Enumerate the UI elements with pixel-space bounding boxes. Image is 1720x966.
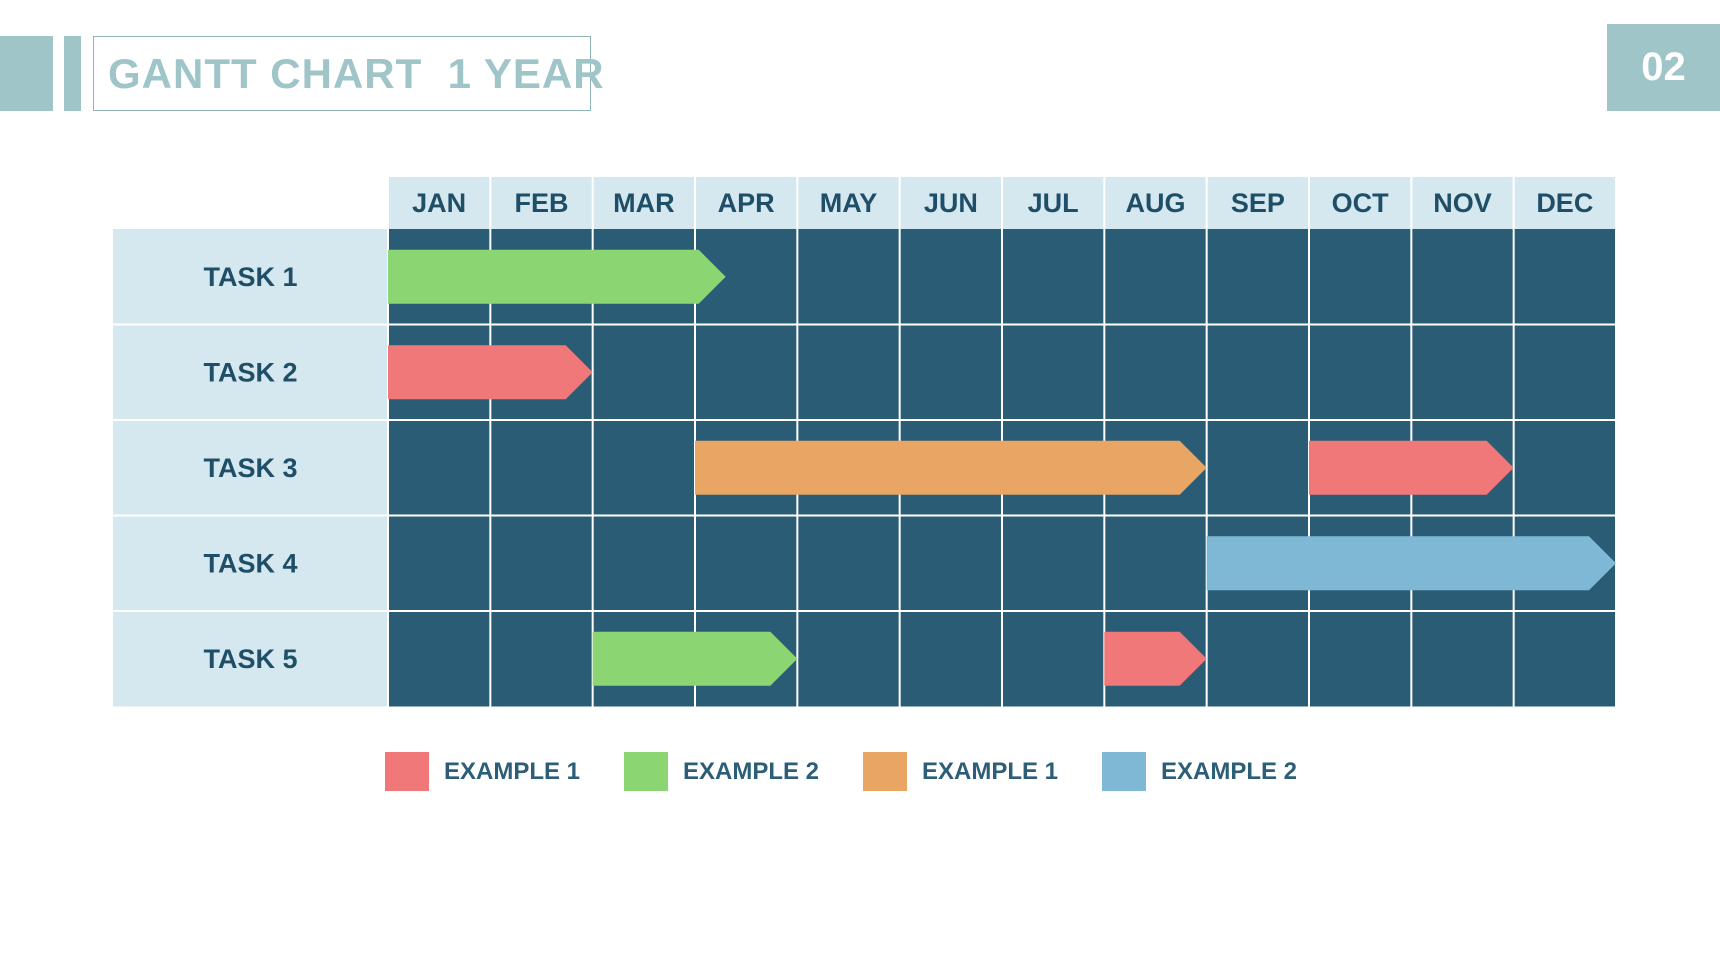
task-label: TASK 3 xyxy=(203,453,297,483)
month-label: OCT xyxy=(1332,188,1390,218)
legend-swatch xyxy=(624,752,668,791)
page-title: GANTT CHART 1 YEAR xyxy=(108,49,605,97)
gantt-bar xyxy=(592,631,798,686)
gantt-bar xyxy=(388,249,726,304)
legend-item: EXAMPLE 1 xyxy=(863,752,1102,791)
header-accent-bar xyxy=(64,36,81,111)
task-label: TASK 5 xyxy=(203,644,297,674)
month-label: NOV xyxy=(1433,188,1492,218)
task-label: TASK 1 xyxy=(203,262,297,292)
header-accent-block xyxy=(0,36,53,111)
task-label-column xyxy=(113,229,388,707)
gantt-bar xyxy=(1104,631,1207,686)
legend-item: EXAMPLE 1 xyxy=(385,752,624,791)
month-label: JAN xyxy=(412,188,466,218)
legend-swatch xyxy=(385,752,429,791)
legend-item: EXAMPLE 2 xyxy=(624,752,863,791)
page-number-badge: 02 xyxy=(1607,24,1720,111)
gantt-bar xyxy=(1309,440,1514,495)
gantt-bar xyxy=(695,440,1207,495)
legend-swatch xyxy=(1102,752,1146,791)
task-label: TASK 2 xyxy=(203,357,297,387)
legend: EXAMPLE 1 EXAMPLE 2 EXAMPLE 1 EXAMPLE 2 xyxy=(385,752,1341,791)
title-box: GANTT CHART 1 YEAR xyxy=(93,36,604,111)
month-label: DEC xyxy=(1536,188,1593,218)
month-label: APR xyxy=(718,188,775,218)
month-label: MAY xyxy=(820,188,878,218)
month-label: JUL xyxy=(1028,188,1079,218)
legend-label: EXAMPLE 2 xyxy=(1161,757,1298,785)
legend-swatch xyxy=(863,752,907,791)
task-label: TASK 4 xyxy=(203,548,297,578)
gantt-bar xyxy=(1206,536,1616,591)
legend-label: EXAMPLE 1 xyxy=(444,757,581,785)
gantt-bar xyxy=(388,345,593,400)
legend-item: EXAMPLE 2 xyxy=(1102,752,1341,791)
legend-label: EXAMPLE 2 xyxy=(683,757,820,785)
month-label: FEB xyxy=(515,188,569,218)
legend-label: EXAMPLE 1 xyxy=(922,757,1059,785)
month-label: MAR xyxy=(613,188,675,218)
month-label: AUG xyxy=(1126,188,1186,218)
month-label: SEP xyxy=(1231,188,1285,218)
month-label: JUN xyxy=(924,188,978,218)
